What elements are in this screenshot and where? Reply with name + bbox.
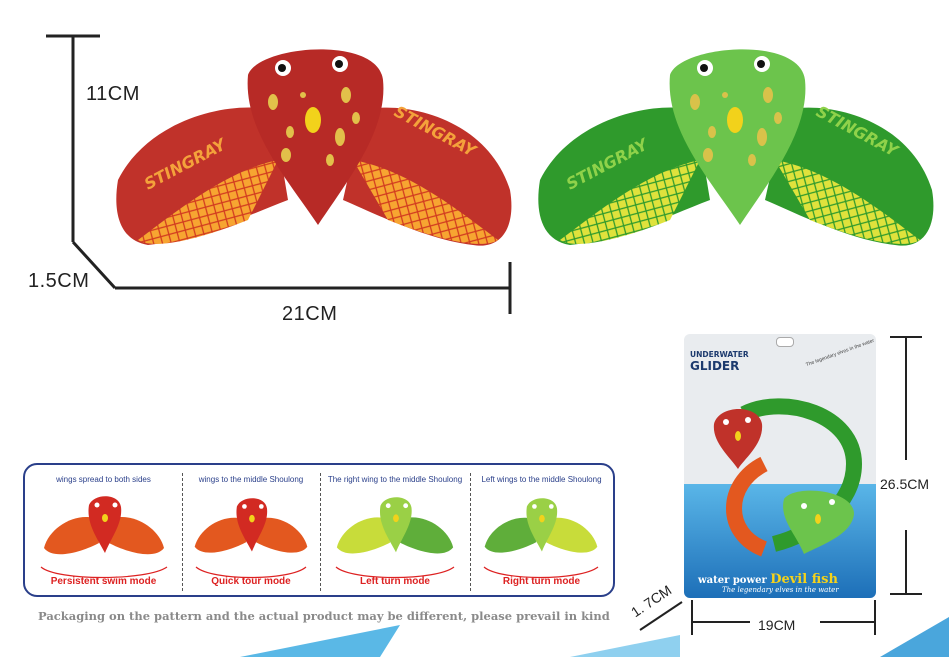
footer-prefix: water power [698,575,771,586]
hang-tab [776,337,794,347]
mode-label: Right turn mode [502,576,581,587]
package-footer: water power Devil fish [698,572,838,587]
package-stingrays [713,398,863,557]
footer-title: Devil fish [770,572,838,587]
mode-right-turn: Left wings to the middle Shoulong Right … [470,465,613,595]
decorative-wave [240,625,400,657]
thickness-label: 1.5CM [28,270,90,292]
mode-left-turn: The right wing to the middle Shoulong Le… [320,465,470,595]
divider [182,473,183,591]
motion-arc [335,566,455,579]
mode-title: Left wings to the middle Shoulong [481,475,602,484]
decorative-wave [570,635,680,657]
product-package: UNDERWATER GLIDER The legendary elves in… [684,334,876,598]
brand-line1: UNDERWATER [690,350,749,359]
red-stingray-mini [44,496,164,555]
package-height-label: 26.5CM [880,476,930,492]
package-footer-sub: The legendary elves in the water [722,586,839,594]
green-stingray-mini [336,497,454,554]
mode-quick-tour: wings to the middle Shoulong Quick tour … [182,465,320,595]
mode-label: Persistent swim mode [50,576,157,587]
package-width-label: 19CM [758,617,796,633]
mode-title: wings spread to both sides [56,475,151,484]
divider [320,473,321,591]
green-stingray-toy: STINGRAY STINGRAY [538,49,934,246]
mode-title: wings to the middle Shoulong [198,475,304,484]
height-label: 11CM [86,83,140,105]
width-label: 21CM [282,303,338,325]
disclaimer-text: Packaging on the pattern and the actual … [38,609,610,623]
package-dimension-lines [639,336,922,635]
red-stingray-mini [194,498,308,553]
decorative-wave [880,617,949,657]
motion-arc [483,566,599,579]
divider [470,473,471,591]
red-stingray-toy: STINGRAY STINGRAY [116,49,512,246]
package-brand: UNDERWATER GLIDER [690,350,750,373]
green-stingray-mini [484,498,598,553]
mode-label: Left turn mode [360,576,430,587]
swim-modes-panel: wings spread to both sides Persistent sw… [23,463,615,597]
mode-persistent-swim: wings spread to both sides Persistent sw… [25,465,182,595]
motion-arc [195,566,307,579]
mode-title: The right wing to the middle Shoulong [327,475,463,484]
mode-label: Quick tour mode [211,576,291,587]
motion-arc [40,566,168,579]
dimension-lines [46,34,512,314]
brand-line2: GLIDER [690,359,740,373]
